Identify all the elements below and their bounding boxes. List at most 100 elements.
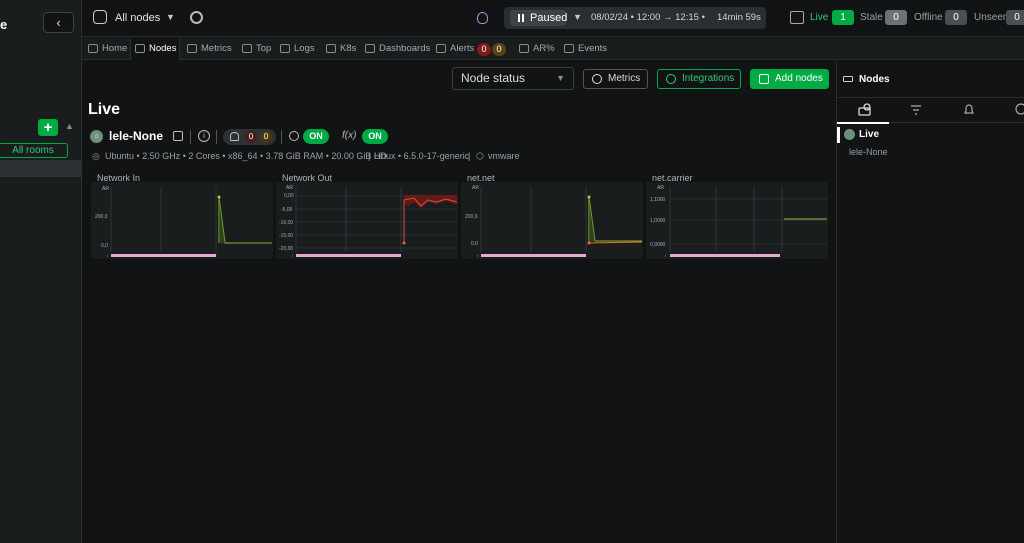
gear-icon bbox=[592, 74, 602, 84]
series-area bbox=[219, 197, 225, 243]
tab-dashboards[interactable]: Dashboards bbox=[361, 38, 430, 60]
add-nodes-button[interactable]: Add nodes bbox=[750, 69, 829, 89]
tick-label: 200,0 bbox=[95, 214, 108, 220]
tab-anomaly-rate[interactable]: AR% bbox=[515, 38, 555, 60]
node-status-select[interactable]: Node status ▼ bbox=[452, 67, 574, 90]
node-name[interactable]: lele-None bbox=[109, 129, 164, 143]
chart-unit: AR bbox=[472, 185, 479, 191]
bell-icon[interactable] bbox=[963, 103, 977, 116]
info-icon[interactable]: i bbox=[198, 130, 210, 142]
timeline-marker: i bbox=[477, 253, 478, 258]
add-room-button[interactable]: + bbox=[38, 119, 58, 136]
time-range[interactable]: 08/02/24 • 12:00 → 12:15 • bbox=[591, 12, 705, 23]
external-link-icon[interactable] bbox=[173, 131, 183, 141]
tab-top[interactable]: Top bbox=[238, 38, 271, 60]
tab-label: Metrics bbox=[201, 43, 232, 54]
series-line bbox=[403, 197, 458, 243]
integrations-button[interactable]: Integrations bbox=[657, 69, 741, 89]
tab-events[interactable]: Events bbox=[560, 38, 607, 60]
chart-svg: AR 0,00 -5,00 -10,00 -15,00 -20,00 i bbox=[279, 185, 458, 258]
section-heading: Live bbox=[88, 101, 121, 118]
node-kernel: Linux • 6.5.0-17-generic bbox=[374, 151, 470, 161]
data-point bbox=[587, 195, 591, 199]
nodes-panel-icon bbox=[843, 76, 853, 82]
chart-title: Network In bbox=[97, 173, 141, 183]
node-os-info: Ubuntu • 2.50 GHz • 2 Cores • x86_64 • 3… bbox=[105, 151, 387, 161]
series-line bbox=[588, 241, 643, 244]
right-panel: Nodes Live lele-None bbox=[836, 61, 1024, 543]
tab-home[interactable]: Home bbox=[84, 38, 127, 60]
chart-net-carrier[interactable]: net.carrier AR 1,1000 1,0000 0,9000 i bbox=[646, 173, 828, 259]
tab-logs[interactable]: Logs bbox=[276, 38, 315, 60]
tab-alerts[interactable]: Alerts bbox=[432, 38, 474, 60]
node-alerts-critical: 0 bbox=[245, 131, 257, 143]
tab-nodes[interactable]: Nodes bbox=[130, 38, 180, 60]
node-alerts-pill[interactable]: 0 0 bbox=[223, 129, 276, 145]
lightbulb-icon[interactable] bbox=[477, 12, 488, 24]
button-label: Metrics bbox=[608, 73, 641, 84]
info-icon[interactable] bbox=[1015, 103, 1024, 116]
gear-icon[interactable] bbox=[190, 11, 203, 24]
tab-label: Events bbox=[578, 43, 608, 54]
filter-icon[interactable] bbox=[910, 105, 924, 118]
chart-canvas[interactable]: AR 0,00 -5,00 -10,00 -15,00 -20,00 i bbox=[276, 182, 458, 259]
node-list-item[interactable]: lele-None bbox=[849, 147, 888, 157]
timeline-marker: i bbox=[292, 253, 293, 258]
chart-net-net[interactable]: net.net AR 200,0 0,0 i bbox=[461, 173, 643, 259]
live-count-badge[interactable]: 1 bbox=[832, 10, 854, 25]
chart-network-in[interactable]: Network In AR 200,0 0,0 i bbox=[91, 173, 273, 259]
tick-label: 0,0 bbox=[101, 243, 108, 249]
zoom-toggle[interactable]: ON bbox=[303, 129, 329, 144]
right-panel-tabs bbox=[837, 97, 1024, 124]
metrics-button[interactable]: Metrics bbox=[583, 69, 648, 89]
nodes-scope-icon[interactable] bbox=[93, 10, 107, 24]
chart-canvas[interactable]: AR 1,1000 1,0000 0,9000 i bbox=[646, 182, 828, 259]
tab-label: Nodes bbox=[149, 43, 177, 54]
unseen-label: Unseen bbox=[974, 12, 1009, 23]
alerts-warning-badge[interactable]: 0 bbox=[492, 43, 506, 56]
fx-toggle[interactable]: ON bbox=[362, 129, 388, 144]
tab-k8s[interactable]: K8s bbox=[322, 38, 356, 60]
player-state: Paused bbox=[530, 12, 568, 24]
chart-canvas[interactable]: AR 200,0 0,0 i bbox=[461, 182, 643, 259]
chart-title: net.carrier bbox=[652, 173, 693, 183]
selected-room-row[interactable] bbox=[0, 160, 82, 177]
all-rooms-button[interactable]: All rooms bbox=[0, 143, 68, 158]
divider bbox=[190, 130, 191, 144]
live-group[interactable]: Live bbox=[837, 127, 1024, 143]
tick-label: 0,9000 bbox=[650, 242, 666, 248]
tick-label: -15,00 bbox=[279, 233, 293, 239]
tab-label: Alerts bbox=[450, 43, 475, 54]
nodes-scope-label[interactable]: All nodes bbox=[115, 12, 161, 24]
nodes-tab-icon[interactable] bbox=[858, 103, 872, 116]
offline-count-badge[interactable]: 0 bbox=[945, 10, 967, 25]
stale-label: Stale bbox=[860, 12, 883, 23]
timeline-marker: i bbox=[107, 253, 108, 258]
button-label: Integrations bbox=[682, 73, 735, 84]
tab-metrics[interactable]: Metrics bbox=[183, 38, 232, 60]
chevron-down-icon[interactable]: ▼ bbox=[573, 12, 582, 22]
stale-count-badge[interactable]: 0 bbox=[885, 10, 907, 25]
chevron-up-icon[interactable]: ▲ bbox=[65, 121, 74, 131]
node-status-icon bbox=[790, 11, 804, 24]
chart-canvas[interactable]: AR 200,0 0,0 i bbox=[91, 182, 273, 259]
alerts-critical-badge[interactable]: 0 bbox=[477, 43, 491, 56]
collapse-sidebar-button[interactable]: ‹ bbox=[43, 12, 74, 33]
range-separator: • bbox=[701, 12, 705, 23]
tab-label: Top bbox=[256, 43, 272, 54]
tick-label: 1,1000 bbox=[650, 197, 666, 203]
anomaly-icon bbox=[519, 44, 529, 53]
divider: | bbox=[368, 151, 371, 161]
select-value: Node status bbox=[461, 71, 526, 85]
divider: | bbox=[468, 151, 471, 161]
divider bbox=[281, 130, 282, 144]
chevron-down-icon[interactable]: ▼ bbox=[166, 12, 175, 22]
unseen-count-badge[interactable]: 0 bbox=[1006, 10, 1024, 25]
server-icon bbox=[759, 74, 769, 84]
ubuntu-icon: ◎ bbox=[92, 151, 100, 161]
chart-network-out[interactable]: Network Out AR 0,00 -5,00 -10,00 -15,00 … bbox=[276, 173, 458, 259]
chart-unit: AR bbox=[102, 186, 109, 192]
time-player: Paused ▼ 08/02/24 • 12:00 → 12:15 • 14mi… bbox=[504, 7, 766, 29]
dashboard-icon bbox=[365, 44, 375, 53]
pause-button[interactable]: Paused bbox=[510, 10, 568, 26]
